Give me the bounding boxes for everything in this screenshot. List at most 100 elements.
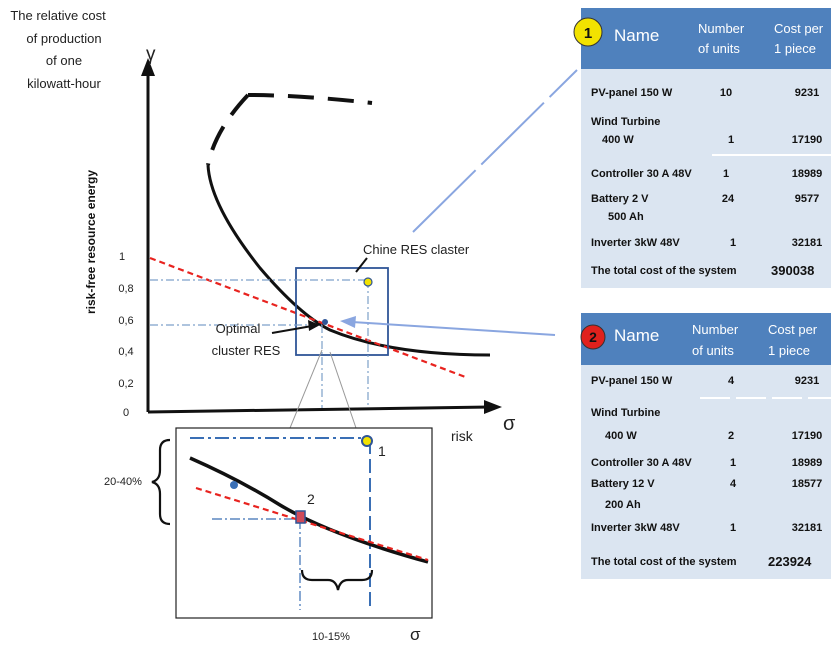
table-2-col-cost-1: Cost per [768, 322, 818, 337]
frontier-curve [206, 164, 491, 357]
table-2: 2 Name Number of units Cost per 1 piece … [580, 313, 831, 579]
x-axis-symbol: σ [503, 413, 516, 435]
zoom-connector-right [329, 351, 357, 429]
y-tick-label: 0,2 [118, 378, 133, 390]
table-2-row-2-name-2: 400 W [605, 430, 637, 442]
table-2-badge-number: 2 [589, 329, 597, 345]
range-y-label: 20-40% [104, 476, 142, 488]
heading-line-4: kilowatt-hour [27, 76, 101, 91]
y-tick-label: 1 [119, 251, 125, 263]
y-tick-label: 0,8 [118, 283, 133, 295]
zoom-point-2-label: 2 [307, 491, 315, 507]
y-tick-labels: 1 0,8 0,6 0,4 0,2 0 [118, 251, 133, 419]
y-axis-arrowhead [141, 58, 155, 76]
pointer-arrowhead [340, 316, 356, 328]
table-2-row-3-cost: 18989 [792, 457, 823, 469]
table-1-row-5-cost: 32181 [792, 237, 823, 249]
zoom-tangent-line [195, 486, 429, 562]
x-axis-arrowhead [484, 400, 502, 414]
table-1-col-units-2: of units [698, 41, 740, 56]
table-2-badge [580, 324, 606, 350]
table-2-col-cost-2: 1 piece [768, 343, 810, 358]
zoom-inset: 1 2 [175, 427, 433, 619]
table-2-header [581, 313, 831, 365]
zoom-x-symbol: σ [410, 625, 421, 644]
table-1-total-value: 390038 [771, 263, 814, 278]
pointer-to-table-2 [351, 321, 556, 336]
table-1-col-cost-1: Cost per [774, 21, 824, 36]
range-x-label: 10-15% [312, 631, 350, 643]
table-2-total-value: 223924 [768, 554, 812, 569]
heading-line-1: The relative cost [10, 8, 106, 23]
table-1-col-cost-2: 1 piece [774, 41, 816, 56]
y-tick-label: 0,6 [118, 315, 133, 327]
cluster-box [295, 267, 389, 356]
table-1-row-3-name: Controller 30 A 48V [591, 168, 692, 180]
tangent-line [149, 256, 469, 380]
table-2-row-2-cost: 17190 [792, 430, 823, 442]
optimal-arrow-shaft [271, 325, 313, 334]
table-1-row-5-units: 1 [730, 237, 736, 249]
table-1-row-5-name: Inverter 3kW 48V [591, 237, 680, 249]
table-2-col-units-1: Number [692, 322, 739, 337]
cluster-label: Chine RES claster [363, 242, 470, 257]
table-2-row-3-name: Controller 30 A 48V [591, 457, 692, 469]
table-1-row-4-name-2: 500 Ah [608, 211, 644, 223]
y-axis-label: risk-free resource energy [84, 170, 98, 314]
zoom-point-2 [295, 510, 306, 524]
zoom-point-1 [361, 435, 373, 447]
table-1-row-2-name: Wind Turbine [591, 116, 660, 128]
optimal-arrow-head [308, 320, 320, 331]
table-1-row-4-cost: 9577 [795, 193, 819, 205]
table-1-row-1-cost: 9231 [795, 87, 819, 99]
table-1: 1 Name Number of units Cost per 1 piece … [573, 8, 831, 288]
optimal-label-line-1: Optimal [216, 321, 261, 336]
table-1-row-4-name: Battery 2 V [591, 193, 649, 205]
y-axis-symbol: γ [146, 44, 156, 65]
table-1-row-3-units: 1 [723, 168, 729, 180]
table-1-row-2-units: 1 [728, 134, 734, 146]
brace-x [300, 569, 374, 591]
zoom-tangent-dot [230, 481, 238, 489]
table-2-col-units-2: of units [692, 343, 734, 358]
table-1-col-units-1: Number [698, 21, 745, 36]
frontier-dashed-upper [206, 93, 250, 166]
table-2-row-2-units: 2 [728, 430, 734, 442]
table-1-col-name: Name [614, 26, 659, 45]
table-2-row-1-name: PV-panel 150 W [591, 375, 673, 387]
table-2-total-label: The total cost of the system [591, 556, 737, 568]
table-1-header [581, 8, 831, 69]
table-1-row-2-cost: 17190 [792, 134, 823, 146]
table-1-row-3-cost: 18989 [792, 168, 823, 180]
table-2-row-5-units: 1 [730, 522, 736, 534]
table-2-row-5-name: Inverter 3kW 48V [591, 522, 680, 534]
table-1-row-2-name-2: 400 W [602, 134, 634, 146]
zoom-point-1-label: 1 [378, 443, 386, 459]
heading-line-3: of one [46, 53, 82, 68]
point-chine-cluster [363, 277, 373, 287]
heading-line-2: of production [26, 31, 101, 46]
table-1-badge [573, 17, 603, 47]
main-axes: γ risk-free resource energy risk σ [84, 44, 516, 444]
x-axis [147, 405, 491, 414]
table-2-row-4-cost: 18577 [792, 478, 823, 490]
table-2-row-1-cost: 9231 [795, 375, 819, 387]
optimal-label-line-2: cluster RES [212, 343, 281, 358]
table-2-row-4-name: Battery 12 V [591, 478, 655, 490]
table-2-row-3-units: 1 [730, 457, 736, 469]
zoom-connector-left [289, 349, 323, 429]
table-2-col-name: Name [614, 326, 659, 345]
frontier-dashed-top [247, 93, 373, 105]
table-1-badge-number: 1 [584, 25, 592, 42]
table-2-row-2-name: Wind Turbine [591, 407, 660, 419]
chart-heading: The relative cost of production of one k… [10, 8, 106, 91]
pointer-to-table-1 [412, 69, 578, 233]
brace-y [151, 438, 171, 526]
cluster-label-leader [355, 257, 368, 273]
table-2-row-1-units: 4 [728, 375, 735, 387]
table-2-row-4-name-2: 200 Ah [605, 499, 641, 511]
table-1-row-1-units: 10 [720, 87, 732, 99]
x-axis-label: risk [451, 428, 474, 444]
y-tick-label: 0,4 [118, 346, 133, 358]
